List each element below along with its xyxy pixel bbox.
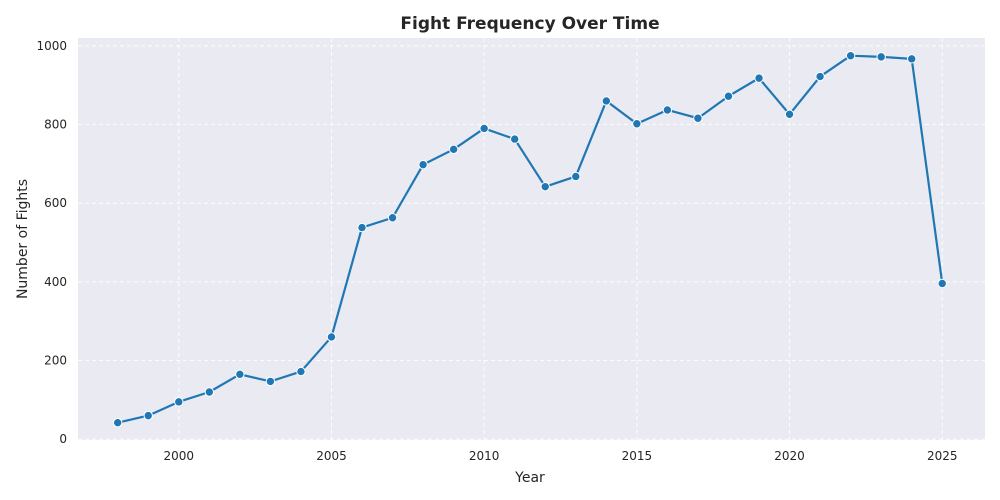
data-point <box>387 213 398 223</box>
data-point <box>174 397 184 407</box>
y-tick-label: 800 <box>44 118 67 132</box>
data-point <box>479 123 489 134</box>
data-point <box>723 91 734 101</box>
data-point <box>632 119 642 129</box>
data-points <box>113 51 947 428</box>
chart-title: Fight Frequency Over Time <box>400 14 659 34</box>
data-point <box>143 410 153 421</box>
data-point <box>907 54 917 64</box>
data-point <box>540 181 550 192</box>
data-point <box>357 222 367 233</box>
x-tick-label: 2025 <box>927 449 958 463</box>
y-tick-label: 200 <box>44 354 67 368</box>
x-tick-label: 2020 <box>774 449 805 463</box>
x-tick-label: 2000 <box>164 449 195 463</box>
x-tick-label: 2010 <box>469 449 500 463</box>
y-axis-label: Number of Fights <box>15 179 31 299</box>
x-tick-label: 2015 <box>622 449 653 463</box>
data-point <box>326 332 337 342</box>
data-point <box>784 109 795 120</box>
data-point <box>204 387 215 397</box>
y-tick-label: 1000 <box>36 39 67 53</box>
data-point <box>693 113 703 123</box>
data-point <box>265 376 276 387</box>
data-point <box>937 278 947 289</box>
data-point <box>876 52 886 62</box>
data-point <box>815 71 825 82</box>
y-tick-label: 0 <box>59 432 67 446</box>
data-point <box>418 159 428 170</box>
data-point <box>235 369 245 380</box>
y-tick-label: 400 <box>44 275 67 289</box>
data-point <box>510 134 520 144</box>
data-point <box>845 51 856 61</box>
y-axis-ticks: 0 200 400 600 800 1000 <box>36 39 67 446</box>
series-line <box>117 54 944 424</box>
data-point <box>296 366 306 377</box>
data-point <box>662 105 673 115</box>
data-point <box>571 171 581 182</box>
plot-area <box>78 38 985 440</box>
x-tick-label: 2005 <box>316 449 347 463</box>
x-axis-ticks: 2000 2005 2010 2015 2020 2025 <box>164 449 958 463</box>
data-point <box>448 144 459 155</box>
x-axis-label: Year <box>514 470 545 486</box>
data-point <box>113 417 123 428</box>
data-point <box>601 96 612 106</box>
y-tick-label: 600 <box>44 196 67 210</box>
gridlines <box>78 38 985 440</box>
data-point <box>754 73 764 83</box>
